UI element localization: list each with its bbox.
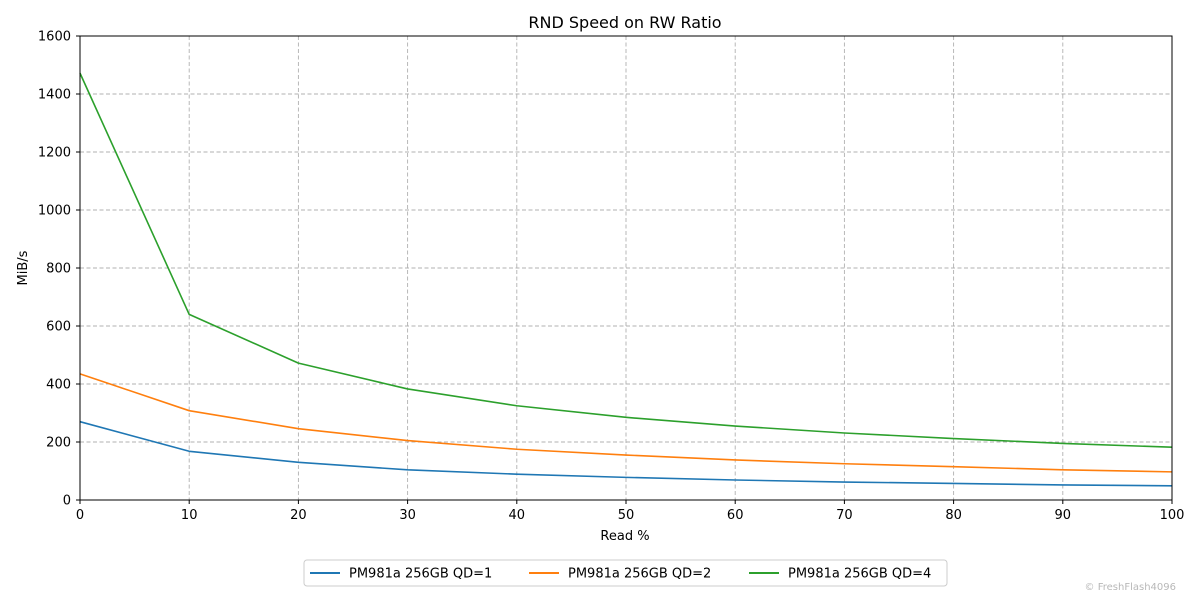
y-tick-label: 1400 xyxy=(38,88,71,103)
y-axis-title: MiB/s xyxy=(16,250,31,285)
x-tick-label: 30 xyxy=(399,508,416,523)
grid xyxy=(79,35,1173,501)
x-tick-label: 60 xyxy=(727,508,744,523)
series-line-qd2 xyxy=(79,373,1173,473)
x-tick-label: 100 xyxy=(1160,508,1185,523)
y-tick-label: 200 xyxy=(46,436,71,451)
y-tick-label: 600 xyxy=(46,320,71,335)
x-axis: 0 10 20 30 40 50 60 70 80 90 100 xyxy=(76,500,1185,523)
x-tick-label: 80 xyxy=(945,508,962,523)
y-tick-label: 400 xyxy=(46,378,71,393)
y-tick-label: 1000 xyxy=(38,204,71,219)
legend-label: PM981a 256GB QD=1 xyxy=(349,567,492,582)
series-group xyxy=(79,72,1173,487)
legend-label: PM981a 256GB QD=2 xyxy=(568,567,711,582)
x-tick-label: 50 xyxy=(618,508,635,523)
y-tick-label: 0 xyxy=(63,494,71,509)
x-tick-label: 40 xyxy=(509,508,526,523)
series-line-qd1 xyxy=(79,420,1173,487)
x-tick-label: 10 xyxy=(181,508,198,523)
legend-box xyxy=(303,559,948,587)
y-tick-label: 1600 xyxy=(38,30,71,45)
series-line-qd4 xyxy=(79,72,1173,449)
legend: PM981a 256GB QD=1 PM981a 256GB QD=2 PM981a… xyxy=(303,559,948,587)
x-tick-label: 0 xyxy=(76,508,84,523)
y-tick-label: 800 xyxy=(46,262,71,277)
x-tick-label: 20 xyxy=(290,508,307,523)
legend-label: PM981a 256GB QD=4 xyxy=(788,567,931,582)
x-axis-title: Read % xyxy=(600,529,649,544)
chart-title: RND Speed on RW Ratio xyxy=(528,13,721,32)
x-tick-label: 70 xyxy=(836,508,853,523)
y-tick-label: 1200 xyxy=(38,146,71,161)
y-axis: 0 200 400 600 800 1000 1200 1400 1600 xyxy=(38,30,80,509)
copyright-text: © FreshFlash4096 xyxy=(1084,582,1176,593)
x-tick-label: 90 xyxy=(1055,508,1072,523)
